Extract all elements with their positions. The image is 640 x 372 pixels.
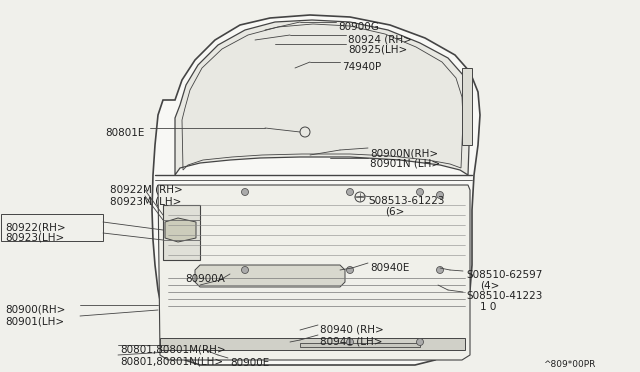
Polygon shape (160, 338, 465, 350)
Circle shape (417, 189, 424, 196)
Circle shape (241, 266, 248, 273)
Text: S08510-62597: S08510-62597 (466, 270, 542, 280)
Text: 80801,80801M(RH>: 80801,80801M(RH> (120, 345, 226, 355)
Text: 80900G: 80900G (338, 22, 379, 32)
Circle shape (346, 266, 353, 273)
Polygon shape (195, 265, 345, 287)
Polygon shape (163, 205, 200, 260)
Circle shape (346, 339, 353, 346)
Circle shape (436, 192, 444, 199)
Text: 80924 (RH>: 80924 (RH> (348, 34, 412, 44)
Text: 80901(LH>: 80901(LH> (5, 316, 64, 326)
Text: 80925(LH>: 80925(LH> (348, 44, 407, 54)
Text: 80923(LH>: 80923(LH> (5, 233, 64, 243)
Text: (4>: (4> (480, 281, 499, 291)
Text: 80941 (LH>: 80941 (LH> (320, 336, 383, 346)
Text: 80900A: 80900A (185, 274, 225, 284)
Text: 80940 (RH>: 80940 (RH> (320, 325, 384, 335)
Text: 74940P: 74940P (342, 62, 381, 72)
Circle shape (241, 189, 248, 196)
Text: ^809*00PR: ^809*00PR (543, 360, 595, 369)
Text: 80922(RH>: 80922(RH> (5, 222, 66, 232)
Text: 80940E: 80940E (370, 263, 410, 273)
Text: 80923M (LH>: 80923M (LH> (110, 196, 181, 206)
Text: S08513-61223: S08513-61223 (368, 196, 445, 206)
Text: 1 0: 1 0 (480, 302, 497, 312)
Polygon shape (462, 68, 472, 145)
Polygon shape (300, 343, 420, 347)
Text: 80900(RH>: 80900(RH> (5, 305, 65, 315)
Text: 80801,80801N(LH>: 80801,80801N(LH> (120, 356, 223, 366)
Text: 80900N(RH>: 80900N(RH> (370, 148, 438, 158)
Text: 80901N (LH>: 80901N (LH> (370, 159, 440, 169)
Circle shape (346, 189, 353, 196)
Text: 80801E: 80801E (105, 128, 145, 138)
Text: 80922M (RH>: 80922M (RH> (110, 185, 183, 195)
Circle shape (417, 339, 424, 346)
Polygon shape (158, 185, 470, 360)
Text: (6>: (6> (385, 207, 404, 217)
Circle shape (436, 266, 444, 273)
Text: S08510-41223: S08510-41223 (466, 291, 542, 301)
Polygon shape (165, 218, 196, 242)
Polygon shape (152, 15, 480, 365)
Text: 80900E: 80900E (230, 358, 269, 368)
Polygon shape (175, 20, 472, 175)
